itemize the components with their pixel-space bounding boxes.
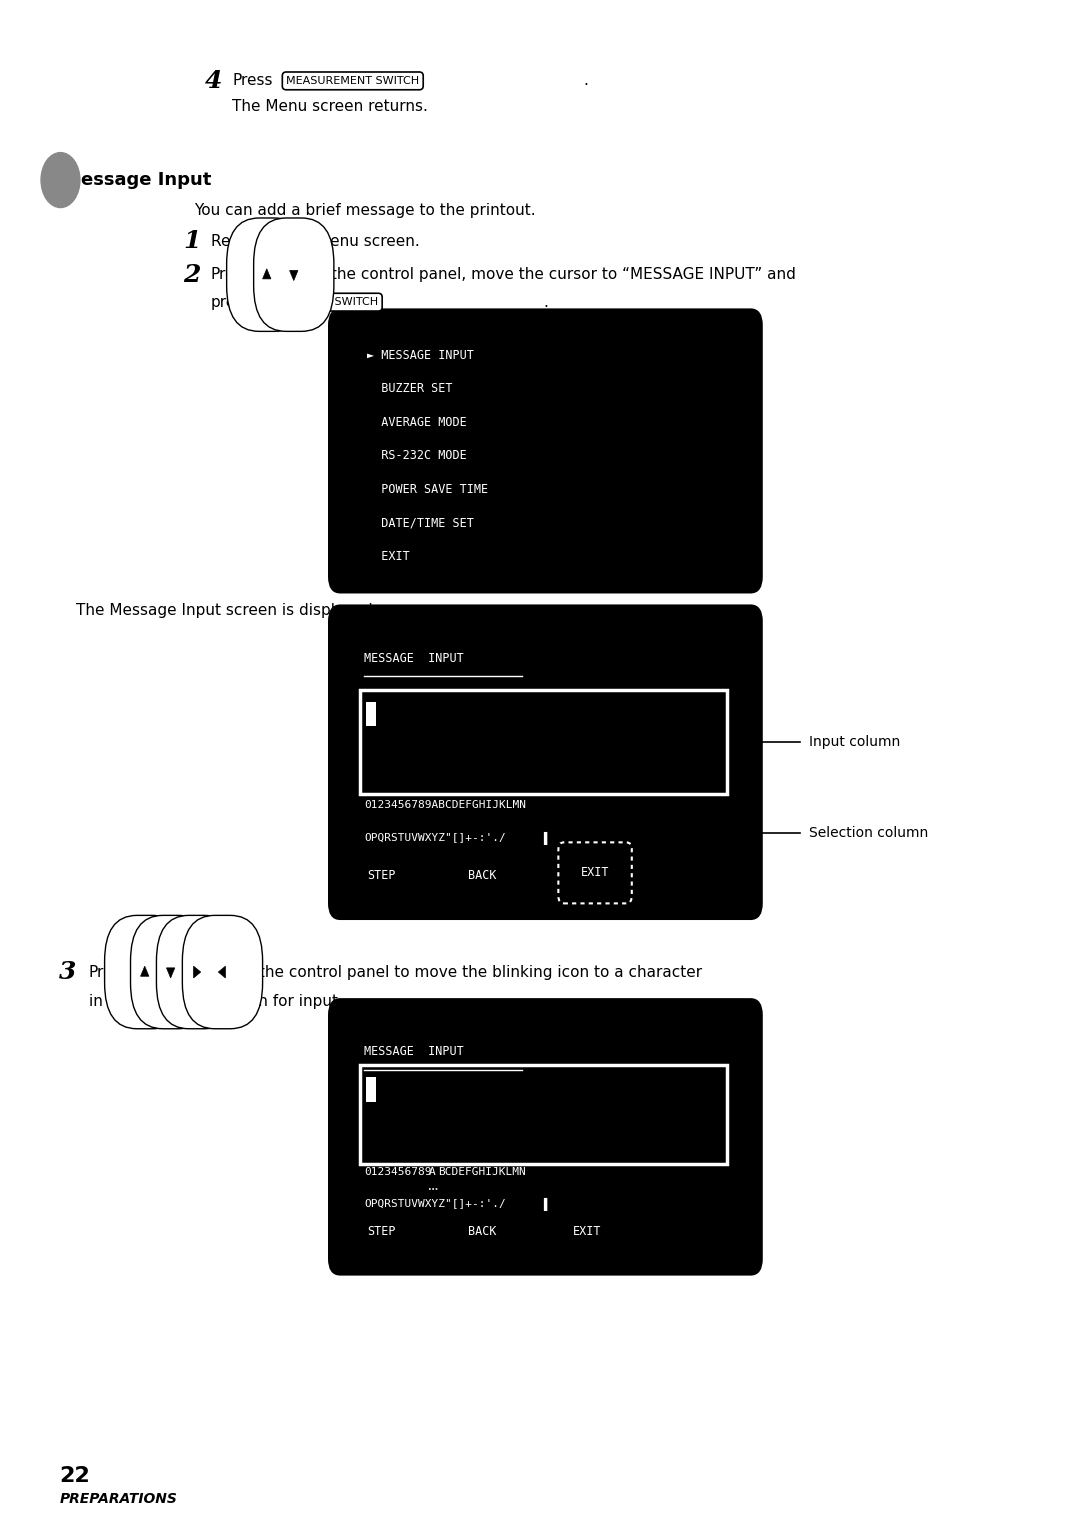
Text: The Menu screen returns.: The Menu screen returns.: [232, 99, 428, 114]
FancyBboxPatch shape: [329, 606, 761, 919]
Text: 2: 2: [184, 262, 201, 287]
Text: Press: Press: [89, 964, 130, 980]
Text: 0123456789ABCDEFGHIJKLMN: 0123456789ABCDEFGHIJKLMN: [364, 800, 526, 810]
Text: ,: ,: [280, 267, 285, 282]
Text: 1: 1: [184, 229, 201, 253]
FancyBboxPatch shape: [157, 916, 237, 1029]
Bar: [360, 1065, 727, 1164]
Text: essage Input: essage Input: [81, 171, 212, 189]
Text: AVERAGE MODE: AVERAGE MODE: [367, 417, 467, 429]
Text: STEP: STEP: [367, 868, 395, 882]
Text: OPQRSTUVWXYZ"[]+-:'./: OPQRSTUVWXYZ"[]+-:'./: [364, 832, 505, 842]
Text: A: A: [429, 1167, 435, 1178]
Polygon shape: [262, 269, 271, 279]
Text: BACK: BACK: [468, 868, 496, 882]
Text: EXIT: EXIT: [572, 1224, 600, 1238]
FancyBboxPatch shape: [131, 916, 211, 1029]
FancyBboxPatch shape: [227, 218, 307, 331]
Polygon shape: [140, 966, 149, 977]
Text: EXIT: EXIT: [367, 551, 410, 563]
FancyBboxPatch shape: [558, 842, 632, 903]
Text: on the control panel to move the blinking icon to a character: on the control panel to move the blinkin…: [235, 964, 703, 980]
Text: BUZZER SET: BUZZER SET: [367, 383, 453, 395]
Text: Press: Press: [211, 267, 251, 282]
Text: MESSAGE  INPUT: MESSAGE INPUT: [364, 652, 463, 665]
FancyBboxPatch shape: [329, 310, 761, 592]
FancyBboxPatch shape: [183, 916, 262, 1029]
FancyBboxPatch shape: [254, 218, 334, 331]
Text: .: .: [543, 295, 549, 310]
Bar: [360, 690, 727, 794]
Text: MEASUREMENT SWITCH: MEASUREMENT SWITCH: [245, 298, 378, 307]
Text: 3: 3: [59, 960, 77, 984]
Text: MEASUREMENT SWITCH: MEASUREMENT SWITCH: [286, 76, 419, 85]
Text: 0123456789: 0123456789: [364, 1167, 432, 1178]
Text: Press: Press: [232, 73, 272, 89]
Text: ▌: ▌: [543, 1198, 550, 1212]
Text: 22: 22: [59, 1465, 90, 1486]
Text: MESSAGE  INPUT: MESSAGE INPUT: [364, 1045, 463, 1059]
Text: DATE/TIME SET: DATE/TIME SET: [367, 517, 474, 530]
Text: press: press: [211, 295, 252, 310]
Text: .: .: [583, 73, 589, 89]
FancyBboxPatch shape: [105, 916, 185, 1029]
Text: Return to the Menu screen.: Return to the Menu screen.: [211, 233, 419, 249]
Text: ,: ,: [210, 964, 215, 980]
Circle shape: [41, 153, 80, 208]
Text: STEP: STEP: [367, 1224, 395, 1238]
Text: OPQRSTUVWXYZ"[]+-:'./: OPQRSTUVWXYZ"[]+-:'./: [364, 1198, 505, 1209]
Text: RS-232C MODE: RS-232C MODE: [367, 450, 467, 462]
Text: EXIT: EXIT: [581, 867, 609, 879]
Text: You can add a brief message to the printout.: You can add a brief message to the print…: [194, 203, 536, 218]
Text: on the control panel, move the cursor to “MESSAGE INPUT” and: on the control panel, move the cursor to…: [307, 267, 796, 282]
Text: ▌: ▌: [543, 832, 550, 845]
Polygon shape: [166, 967, 175, 978]
Text: BCDEFGHIJKLMN: BCDEFGHIJKLMN: [438, 1167, 526, 1178]
Text: POWER SAVE TIME: POWER SAVE TIME: [367, 484, 488, 496]
Text: PREPARATIONS: PREPARATIONS: [59, 1491, 177, 1506]
Text: in the selection column for input.: in the selection column for input.: [89, 993, 342, 1009]
Polygon shape: [193, 966, 201, 978]
Text: ► MESSAGE INPUT: ► MESSAGE INPUT: [367, 349, 474, 362]
Text: The Message Input screen is displayed.: The Message Input screen is displayed.: [76, 603, 377, 618]
Text: Selection column: Selection column: [809, 826, 928, 841]
Bar: [366, 702, 376, 726]
Text: BACK: BACK: [468, 1224, 496, 1238]
Text: 4: 4: [205, 69, 222, 93]
Bar: [366, 1077, 376, 1102]
Text: Input column: Input column: [809, 734, 900, 749]
Text: ,: ,: [184, 964, 189, 980]
Text: ,: ,: [158, 964, 163, 980]
Polygon shape: [218, 966, 226, 978]
FancyBboxPatch shape: [329, 1000, 761, 1274]
Polygon shape: [289, 270, 298, 281]
